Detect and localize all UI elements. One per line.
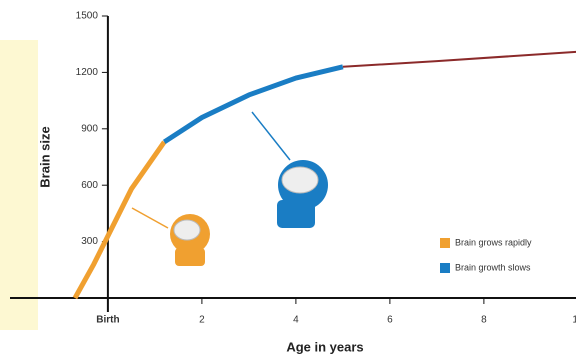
y-tick-label: 600	[81, 180, 98, 191]
y-tick-label: 300	[81, 236, 98, 247]
legend-label: Brain growth slows	[455, 262, 531, 272]
y-tick-label: 1200	[76, 67, 99, 78]
x-tick-label: 2	[199, 315, 205, 326]
legend-label: Brain grows rapidly	[455, 237, 532, 247]
x-tick-label: 8	[481, 315, 487, 326]
x-tick-label: 10	[572, 315, 576, 326]
x-tick-label: Birth	[96, 315, 119, 326]
series-line	[162, 64, 344, 145]
x-axis-title: Age in years	[286, 339, 363, 354]
blue-head-icon	[251, 111, 328, 228]
orange-head-icon	[131, 207, 210, 266]
series-line	[72, 140, 167, 300]
y-tick-label: 1500	[76, 11, 99, 22]
x-tick-label: 4	[293, 315, 299, 326]
y-tick-label: 900	[81, 123, 98, 134]
x-tick-label: 6	[387, 315, 393, 326]
legend-swatch	[440, 238, 450, 248]
side-panel	[0, 40, 38, 330]
legend-swatch	[440, 263, 450, 273]
y-axis-title: Brain size	[37, 126, 52, 187]
series-line	[342, 50, 576, 68]
